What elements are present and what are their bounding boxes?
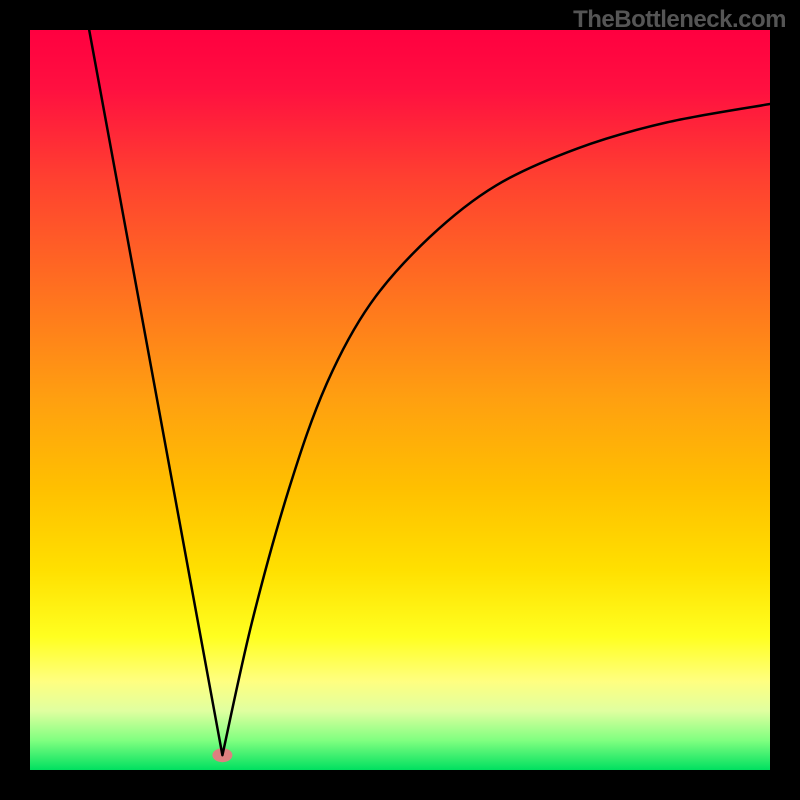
- chart-container: TheBottleneck.com: [0, 0, 800, 800]
- watermark-text: TheBottleneck.com: [573, 6, 786, 34]
- chart-background: [30, 30, 770, 770]
- plot-area: [30, 30, 770, 770]
- bottleneck-chart: [30, 30, 770, 770]
